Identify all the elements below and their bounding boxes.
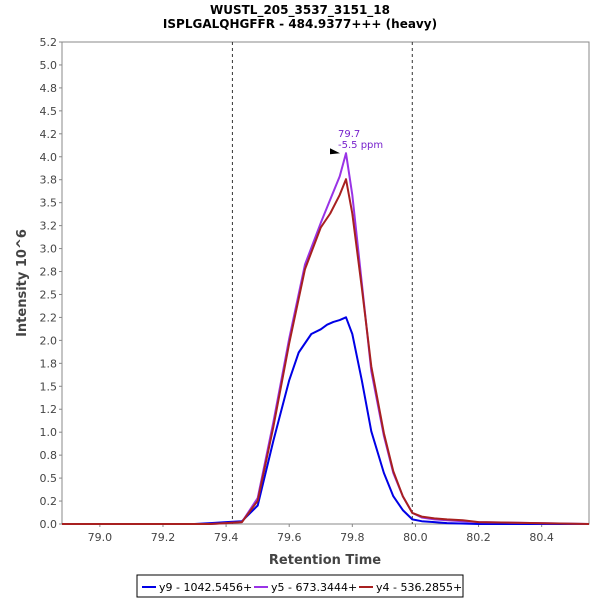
- y-tick-label: 2.5: [40, 288, 58, 301]
- y-tick-label: 2.2: [40, 311, 58, 324]
- legend-item-y9: y9 - 1042.5456+: [142, 581, 252, 594]
- x-tick-label: 80.0: [403, 531, 428, 544]
- y-tick-label: 4.0: [40, 151, 58, 164]
- legend-item-y5: y5 - 673.3444+: [254, 581, 357, 594]
- y-tick-label: 5.2: [40, 36, 58, 49]
- plot-area: [61, 41, 590, 525]
- peak-ppm-label: -5.5 ppm: [338, 140, 383, 151]
- y-tick-label: 0.0: [40, 518, 58, 531]
- x-tick-label: 79.8: [340, 531, 365, 544]
- y-tick-label: 3.5: [40, 197, 58, 210]
- series-lines: [62, 152, 590, 525]
- peak-annotation: 79.7 -5.5 ppm: [330, 129, 383, 155]
- x-tick-label: 79.2: [151, 531, 176, 544]
- y-tick-label: 1.0: [40, 426, 58, 439]
- y-tick-label: 3.0: [40, 243, 58, 256]
- legend-label-y4: y4 - 536.2855+: [376, 581, 462, 594]
- y-axis-label: Intensity 10^6: [15, 229, 30, 337]
- y-tick-label: 0.5: [40, 472, 58, 485]
- y-tick-label: 0.2: [40, 495, 58, 508]
- y-tick-label: 3.2: [40, 220, 58, 233]
- legend-item-y4: y4 - 536.2855+: [359, 581, 462, 594]
- y-tick-label: 2.8: [40, 266, 58, 279]
- series-line-y4: [62, 178, 590, 525]
- y-tick-label: 5.0: [40, 59, 58, 72]
- x-tick-label: 79.0: [88, 531, 113, 544]
- legend-label-y5: y5 - 673.3444+: [271, 581, 357, 594]
- x-axis-label: Retention Time: [269, 553, 381, 568]
- y-tick-label: 2.0: [40, 334, 58, 347]
- legend-label-y9: y9 - 1042.5456+: [159, 581, 252, 594]
- peak-marker-arrow: [330, 148, 341, 155]
- x-tick-label: 79.6: [277, 531, 302, 544]
- peak-boundaries: [231, 42, 413, 524]
- x-axis-ticks: 79.0 79.2 79.4 79.6 79.8 80.0 80.2 80.4: [88, 524, 554, 544]
- y-tick-label: 4.5: [40, 105, 58, 118]
- y-tick-label: 1.2: [40, 403, 58, 416]
- legend: y9 - 1042.5456+ y5 - 673.3444+ y4 - 536.…: [136, 574, 464, 598]
- chart-subtitle: ISPLGALQHGFFR - 484.9377+++ (heavy): [163, 17, 437, 31]
- x-tick-label: 79.4: [214, 531, 239, 544]
- y-tick-label: 3.8: [40, 174, 58, 187]
- peak-rt-label: 79.7: [338, 129, 360, 140]
- x-tick-label: 80.4: [529, 531, 554, 544]
- y-tick-label: 1.5: [40, 380, 58, 393]
- y-axis-ticks: 0.0 0.2 0.5 0.8 1.0 1.2 1.5 1.8 2.0 2.2 2.5 2.8 3.0 3…: [40, 36, 62, 531]
- y-tick-label: 1.8: [40, 357, 58, 370]
- legend-box: [136, 574, 464, 598]
- y-tick-label: 0.8: [40, 449, 58, 462]
- chart-title: WUSTL_205_3537_3151_18: [210, 3, 390, 18]
- y-tick-label: 4.8: [40, 82, 58, 95]
- y-tick-label: 4.2: [40, 128, 58, 141]
- x-tick-label: 80.2: [466, 531, 491, 544]
